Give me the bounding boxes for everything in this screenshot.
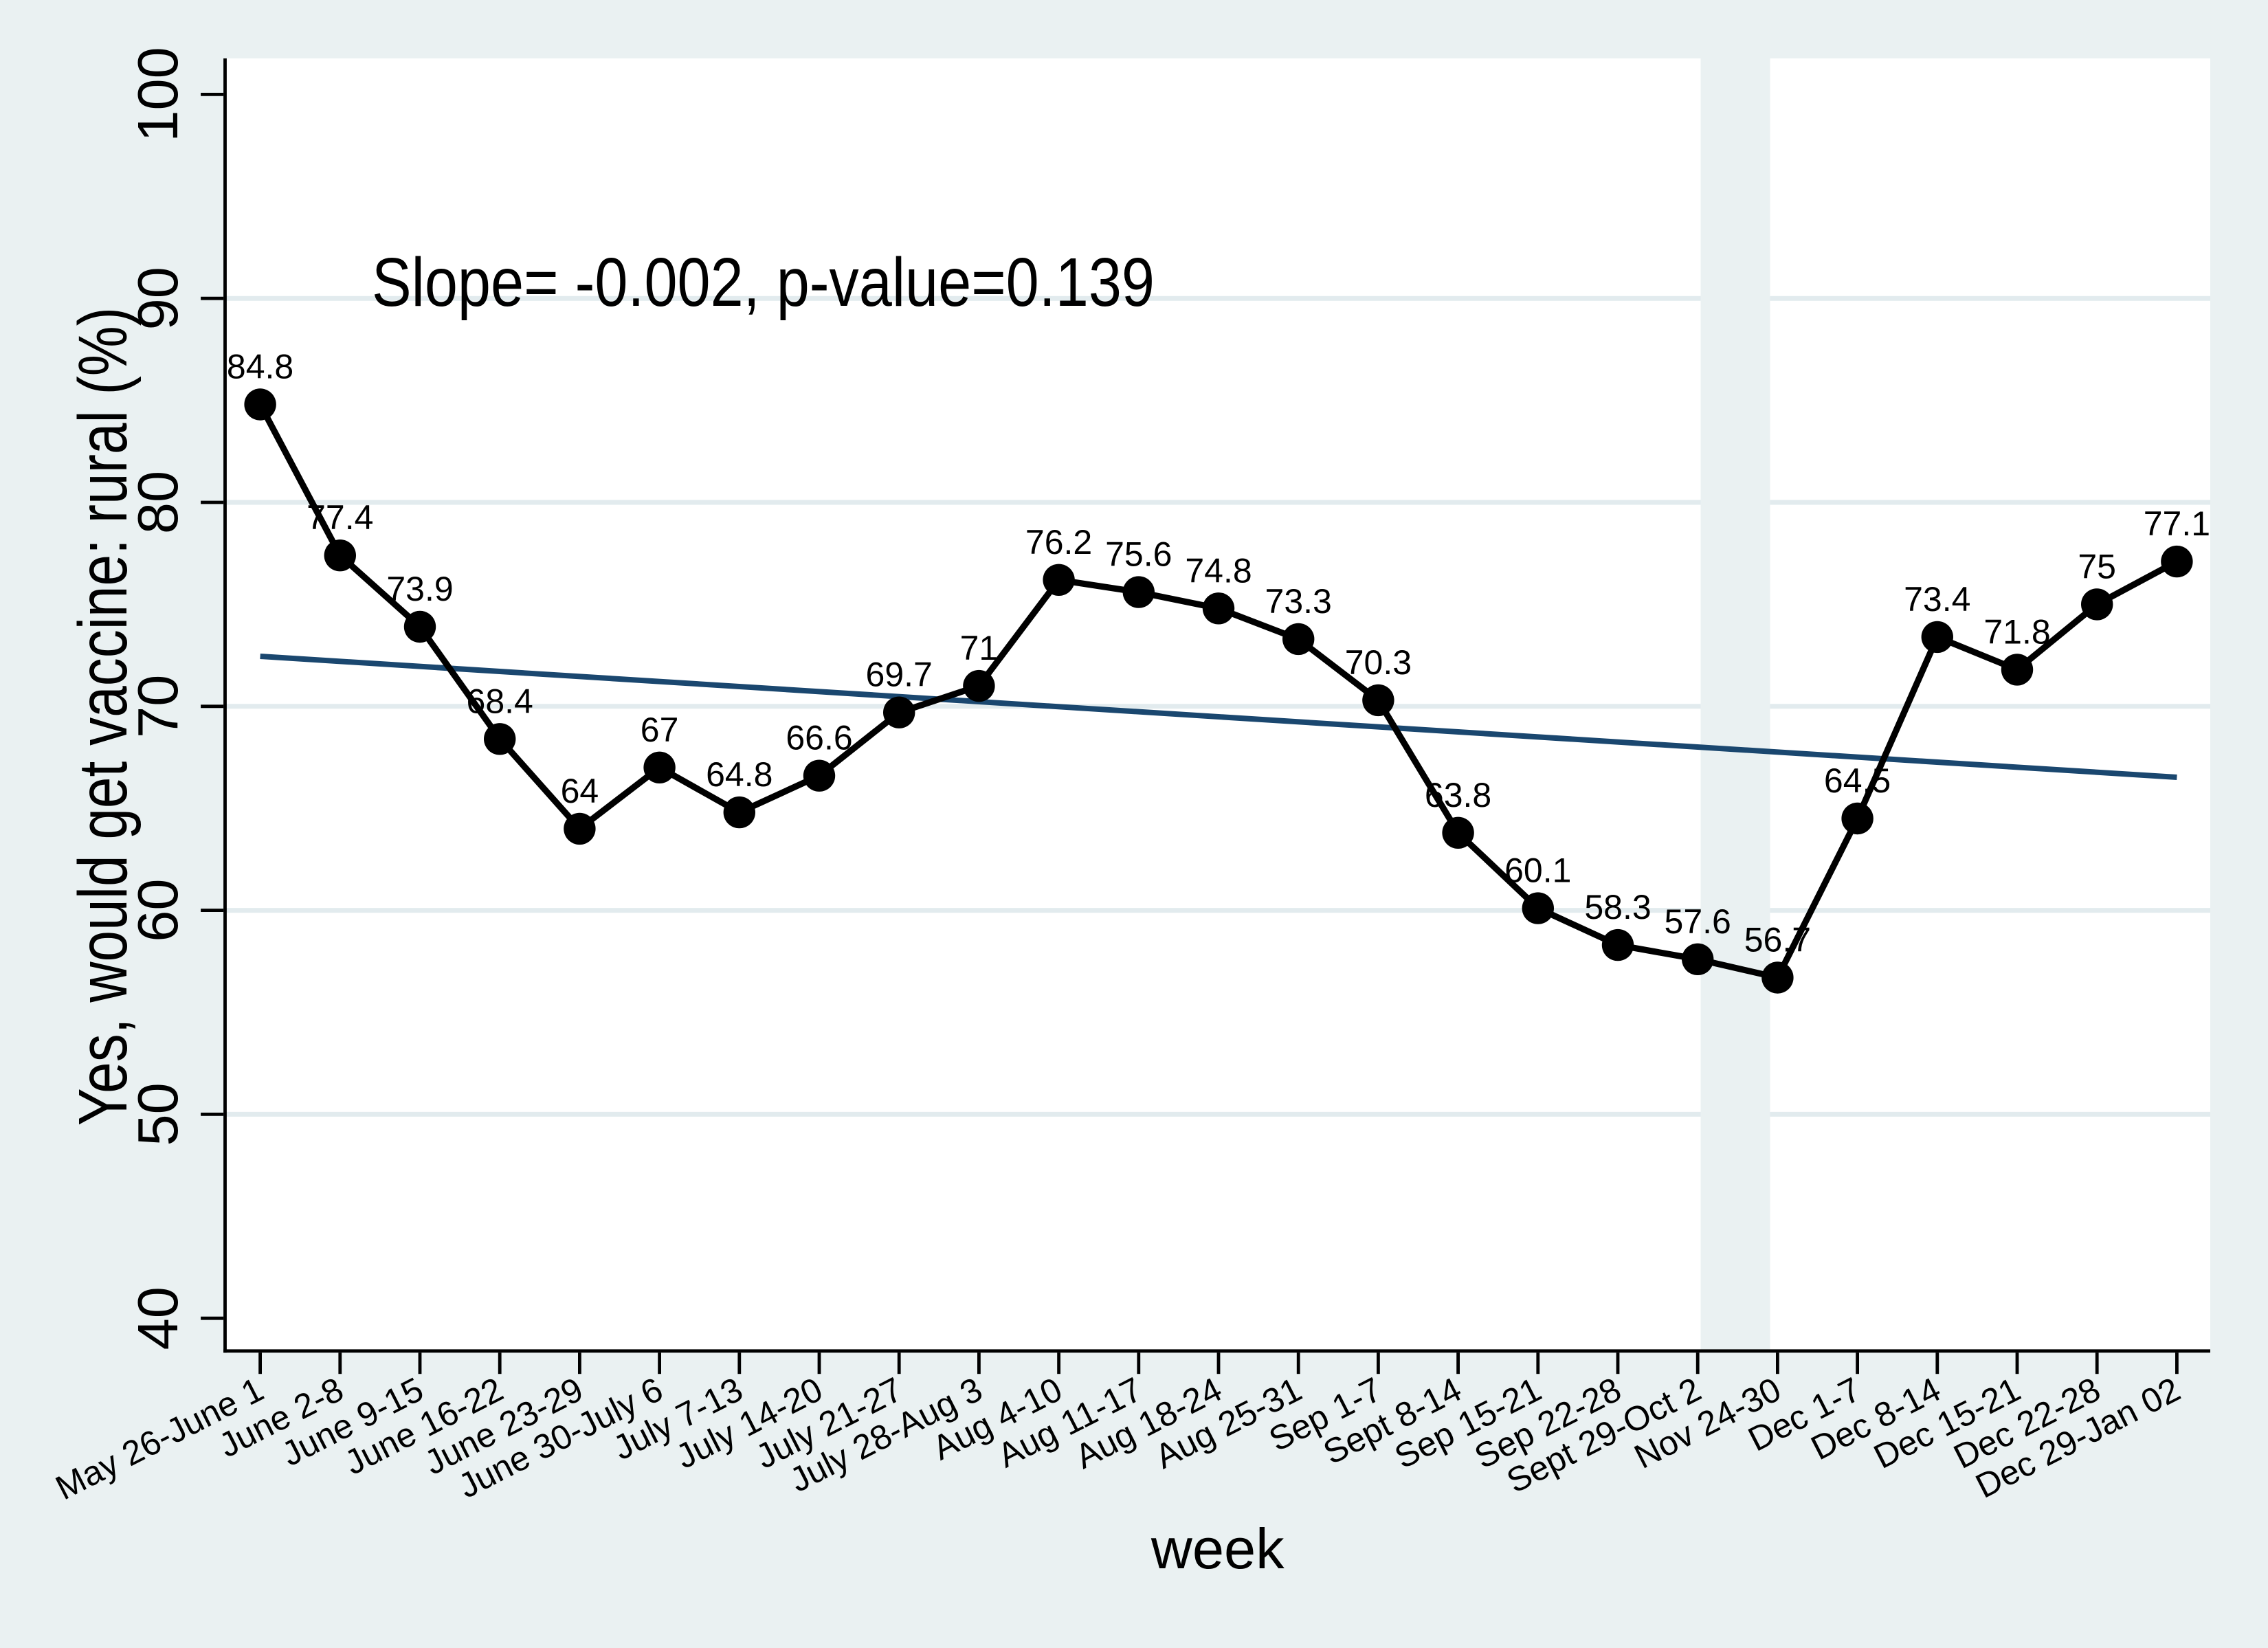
svg-text:57.6: 57.6 — [1665, 902, 1731, 941]
svg-text:74.8: 74.8 — [1185, 551, 1252, 590]
svg-text:66.6: 66.6 — [786, 719, 852, 757]
svg-text:64.5: 64.5 — [1824, 761, 1891, 800]
svg-text:67: 67 — [641, 711, 679, 749]
svg-text:73.3: 73.3 — [1265, 582, 1332, 621]
svg-text:70.3: 70.3 — [1345, 643, 1412, 682]
svg-text:56.7: 56.7 — [1744, 921, 1811, 959]
svg-text:64: 64 — [561, 772, 599, 810]
svg-text:64.8: 64.8 — [706, 755, 772, 794]
svg-text:90: 90 — [126, 267, 190, 330]
svg-text:69.7: 69.7 — [866, 656, 933, 694]
svg-text:100: 100 — [126, 47, 190, 142]
svg-text:week: week — [1150, 1517, 1285, 1581]
svg-text:77.1: 77.1 — [2144, 504, 2210, 543]
svg-text:Slope= -0.002, p-value=0.139: Slope= -0.002, p-value=0.139 — [372, 244, 1155, 321]
svg-text:80: 80 — [126, 471, 190, 534]
svg-text:40: 40 — [126, 1287, 190, 1350]
svg-text:58.3: 58.3 — [1584, 888, 1651, 926]
svg-text:76.2: 76.2 — [1025, 523, 1092, 561]
svg-text:60.1: 60.1 — [1504, 851, 1571, 890]
svg-text:75.6: 75.6 — [1105, 535, 1172, 574]
svg-text:60: 60 — [126, 878, 190, 942]
svg-text:73.4: 73.4 — [1904, 580, 1970, 619]
svg-text:75: 75 — [2078, 547, 2116, 586]
svg-text:Yes, would get vaccine: rural: Yes, would get vaccine: rural (%) — [65, 307, 142, 1126]
svg-text:77.4: 77.4 — [307, 498, 373, 537]
svg-text:68.4: 68.4 — [467, 682, 533, 720]
svg-text:63.8: 63.8 — [1425, 776, 1491, 814]
svg-text:71.8: 71.8 — [1983, 612, 2050, 651]
svg-text:73.9: 73.9 — [386, 570, 453, 608]
svg-text:84.8: 84.8 — [227, 348, 293, 386]
svg-text:71: 71 — [960, 629, 999, 667]
svg-text:70: 70 — [126, 675, 190, 738]
svg-text:50: 50 — [126, 1082, 190, 1146]
